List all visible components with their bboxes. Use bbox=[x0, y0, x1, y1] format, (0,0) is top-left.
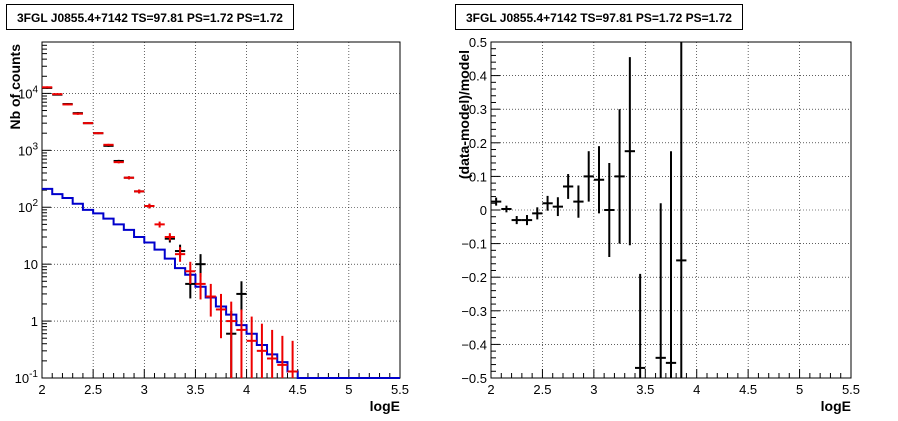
residual-point bbox=[583, 151, 594, 202]
x-tick-label: 3 bbox=[141, 382, 148, 397]
x-tick-label: 4.5 bbox=[739, 382, 757, 397]
y-tick-label: 104 bbox=[18, 84, 38, 101]
y-tick-label: 0.3 bbox=[469, 102, 487, 117]
fit-point bbox=[277, 335, 288, 378]
y-tick-label: 1 bbox=[31, 314, 38, 329]
fit-point bbox=[62, 103, 73, 106]
residual-point bbox=[593, 146, 605, 214]
y-tick-label: −0.2 bbox=[461, 270, 487, 285]
x-tick-label: 3.5 bbox=[636, 382, 654, 397]
counts-chart: 2 2.5 3 3.5 4 4.5 5 5.5 10-1 1 10 102 103 104 logE Nb o… bbox=[7, 41, 409, 414]
fit-point bbox=[256, 323, 268, 378]
fit-point bbox=[226, 301, 237, 378]
x-tick-label: 4 bbox=[693, 382, 700, 397]
fit-point bbox=[103, 143, 114, 146]
y-tick-label: −0.5 bbox=[461, 371, 487, 386]
x-tick-label: 4 bbox=[243, 382, 250, 397]
residual-point bbox=[552, 197, 563, 217]
residual-point bbox=[532, 207, 543, 220]
fit-point bbox=[113, 160, 124, 164]
fit-point bbox=[287, 340, 298, 378]
x-tick-label: 5.5 bbox=[842, 382, 860, 397]
fit-point bbox=[123, 176, 135, 180]
y-tick-label: 103 bbox=[18, 141, 38, 158]
y-tick-label: 0 bbox=[480, 203, 487, 218]
x-tick-label: 4.5 bbox=[289, 382, 307, 397]
x-axis-label: logE bbox=[370, 398, 400, 414]
fit-point bbox=[246, 316, 257, 378]
fit-point bbox=[236, 309, 247, 378]
y-tick-label: 102 bbox=[18, 198, 38, 215]
x-tick-label: 2.5 bbox=[84, 382, 102, 397]
x-axis-label: logE bbox=[821, 398, 851, 414]
y-tick-label: −0.4 bbox=[461, 337, 487, 352]
y-tick-label: −0.1 bbox=[461, 237, 487, 252]
fit-point bbox=[185, 261, 196, 284]
x-tick-label: 5 bbox=[345, 382, 352, 397]
residual-point bbox=[501, 205, 512, 213]
residual-point bbox=[665, 151, 677, 378]
fit-point bbox=[215, 293, 227, 339]
fit-point bbox=[82, 122, 94, 125]
residual-point bbox=[614, 109, 625, 244]
residual-point bbox=[542, 195, 553, 211]
fit-point bbox=[174, 247, 186, 262]
model-histogram-line bbox=[42, 187, 400, 379]
residual-point bbox=[635, 273, 646, 378]
fit-point bbox=[144, 203, 155, 209]
fit-point bbox=[93, 132, 104, 135]
fit-point bbox=[267, 329, 278, 378]
x-tick-label: 5 bbox=[796, 382, 803, 397]
fit-point bbox=[154, 221, 165, 228]
x-tick-label: 3.5 bbox=[186, 382, 204, 397]
residual-point bbox=[655, 203, 666, 378]
x-tick-label: 2.5 bbox=[533, 382, 551, 397]
fit-point bbox=[52, 93, 63, 96]
y-tick-label: 10 bbox=[24, 257, 38, 272]
y-tick-label: 10-1 bbox=[15, 369, 39, 386]
residual-point bbox=[511, 216, 522, 225]
x-tick-label: 2 bbox=[487, 382, 494, 397]
y-axis-label: (data-model)/model bbox=[456, 50, 472, 179]
fit-point bbox=[42, 86, 53, 89]
residual-point bbox=[676, 42, 687, 378]
fit-point bbox=[72, 112, 83, 115]
residual-point bbox=[563, 174, 574, 199]
x-tick-label: 3 bbox=[590, 382, 597, 397]
x-tick-label: 2 bbox=[38, 382, 45, 397]
y-tick-label: −0.3 bbox=[461, 304, 487, 319]
y-tick-label: 0.2 bbox=[469, 136, 487, 151]
y-tick-label: 0.4 bbox=[469, 69, 487, 84]
y-tick-label: 0.5 bbox=[469, 35, 487, 50]
counts-panel: 3FGL J0855.4+7142 TS=97.81 PS=1.72 PS=1.… bbox=[6, 4, 409, 414]
y-tick-label: 0.1 bbox=[469, 169, 487, 184]
residuals-panel: 3FGL J0855.4+7142 TS=97.81 PS=1.72 PS=1.… bbox=[449, 0, 898, 421]
fit-point bbox=[195, 272, 206, 300]
fit-point bbox=[164, 233, 175, 241]
residuals-chart-title: 3FGL J0855.4+7142 TS=97.81 PS=1.72 PS=1.… bbox=[455, 4, 743, 30]
y-axis-label: Nb of counts bbox=[7, 44, 23, 130]
data-point bbox=[236, 281, 247, 312]
fit-point bbox=[134, 189, 145, 194]
residual-point bbox=[624, 57, 635, 246]
residuals-chart: 2 2.5 3 3.5 4 4.5 5 5.5 −0.5 −0.4 −0.3 −0.2 −0.1 0 0.1… bbox=[456, 35, 860, 414]
residual-point bbox=[521, 215, 533, 226]
residual-point bbox=[491, 197, 502, 206]
counts-chart-title: 3FGL J0855.4+7142 TS=97.81 PS=1.72 PS=1.… bbox=[6, 4, 294, 30]
fit-point bbox=[205, 283, 216, 317]
residual-point bbox=[573, 185, 584, 218]
residual-point bbox=[604, 162, 615, 258]
x-tick-label: 5.5 bbox=[391, 382, 409, 397]
